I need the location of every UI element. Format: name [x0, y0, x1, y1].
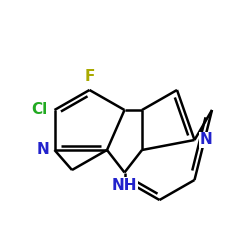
Text: F: F [84, 69, 95, 84]
Text: Cl: Cl [31, 102, 47, 118]
Text: N: N [200, 132, 212, 148]
Text: NH: NH [112, 178, 137, 192]
Text: N: N [37, 142, 50, 158]
